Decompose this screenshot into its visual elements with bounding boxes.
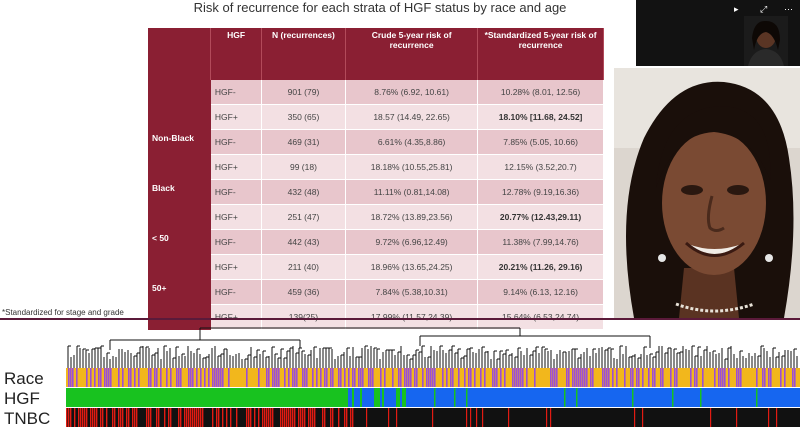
cell-std: 7.85% (5.05, 10.66) [477,129,604,155]
table-row: Non-Black HGF- 469 (31) 6.61% (4.35,8.86) 7.… [148,129,604,180]
cell-hgf: HGF+ [210,254,262,280]
cell-std: 12.15% (3.52,20.7) [477,154,604,180]
tnbc-strip [66,408,800,427]
cell-crude: 7.84% (5.38,10.31) [345,279,479,305]
dendrogram [67,327,798,368]
cell-n: 901 (79) [261,80,347,105]
table-row: 50+ HGF- 459 (36) 7.84% (5.38,10.31) 9.14% (… [148,279,604,330]
cell-crude: 18.18% (10.55,25.81) [345,154,479,180]
table-header-n: N (recurrences) [261,28,347,80]
cell-std: 15.64% (6.53,24.74) [477,304,604,330]
cell-hgf: HGF+ [210,304,262,330]
expand-icon[interactable]: ⤢ [760,4,768,14]
speaker-video[interactable] [614,68,800,318]
cell-std: 18.10% [11.68, 24.52] [477,104,604,130]
cell-crude: 6.61% (4.35,8.86) [345,129,479,155]
participant-video-tile[interactable]: ▸ ⤢ ⋯ [636,0,800,66]
cell-n: 139(25) [261,304,347,330]
group-label [148,80,211,130]
table-row: HGF- 901 (79) 8.76% (6.92, 10.61) 10.28% (8… [148,80,604,130]
cell-n: 350 (65) [261,104,347,130]
tnbc-label: TNBC [4,409,51,428]
table-row: HGF+ 99 (18) 18.18% (10.55,25.81) 12.15% (3… [148,154,604,180]
race-label: Race [4,369,44,388]
group-label: Non-Black [148,129,211,180]
table-header-crude: Crude 5-year risk of recurrence [345,28,479,80]
cell-crude: 8.76% (6.92, 10.61) [345,80,479,105]
cell-std: 11.38% (7.99,14.76) [477,229,604,255]
hgf-strip [66,388,800,407]
slide-divider [0,318,800,320]
table-row: HGF+ 251 (47) 18.72% (13.89,23.56) 20.77% (… [148,204,604,230]
cell-hgf: HGF+ [210,204,262,230]
cell-n: 99 (18) [261,154,347,180]
group-label: 50+ [148,279,211,330]
cell-std: 20.21% (11.26, 29.16) [477,254,604,280]
table-header-group [148,28,212,80]
table-header-standardized: *Standardized 5-year risk of recurrence [477,28,604,80]
group-label: Black [148,179,211,230]
cell-hgf: HGF- [210,279,262,305]
cell-n: 459 (36) [261,279,347,305]
cell-hgf: HGF+ [210,104,262,130]
more-icon[interactable]: ⋯ [784,4,793,14]
cell-crude: 18.72% (13.89,23.56) [345,204,479,230]
cell-std: 10.28% (8.01, 12.56) [477,80,604,105]
participant-thumbnail [744,16,788,66]
cell-crude: 11.11% (0.81,14.08) [345,179,479,205]
cell-crude: 18.96% (13.65,24.25) [345,254,479,280]
cell-n: 469 (31) [261,129,347,155]
hgf-label: HGF [4,389,40,408]
cell-n: 211 (40) [261,254,347,280]
pin-icon[interactable]: ▸ [734,4,739,14]
table-row: Black HGF- 432 (48) 11.11% (0.81,14.08) 12.7… [148,179,604,230]
cell-crude: 9.72% (6.96,12.49) [345,229,479,255]
cell-hgf: HGF- [210,179,262,205]
footnote: *Standardized for stage and grade [2,308,124,317]
table-row: HGF+ 139(25) 17.99% (11.57,24.39) 15.64% (6… [148,304,604,330]
cell-n: 442 (43) [261,229,347,255]
group-label: < 50 [148,229,211,280]
cell-hgf: HGF- [210,229,262,255]
cell-hgf: HGF+ [210,154,262,180]
cell-std: 12.78% (9.19,16.36) [477,179,604,205]
cell-std: 20.77% (12.43,29.11) [477,204,604,230]
table-row: HGF+ 350 (65) 18.57 (14.49, 22.65) 18.10% [… [148,104,604,130]
cell-hgf: HGF- [210,80,262,105]
cell-n: 432 (48) [261,179,347,205]
cell-crude: 17.99% (11.57,24.39) [345,304,479,330]
table-row: HGF+ 211 (40) 18.96% (13.65,24.25) 20.21% (… [148,254,604,280]
cell-crude: 18.57 (14.49, 22.65) [345,104,479,130]
cell-hgf: HGF- [210,129,262,155]
speaker-portrait [614,68,800,318]
table-header-hgf: HGF [210,28,262,80]
recurrence-table: HGF N (recurrences) Crude 5-year risk of… [148,28,604,330]
race-strip [66,368,800,387]
cell-std: 9.14% (6.13, 12.16) [477,279,604,305]
cell-n: 251 (47) [261,204,347,230]
slide-title: Risk of recurrence for each strata of HG… [193,0,567,15]
table-row: < 50 HGF- 442 (43) 9.72% (6.96,12.49) 11.38%… [148,229,604,280]
